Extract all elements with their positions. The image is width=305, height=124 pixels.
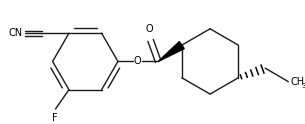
Polygon shape (158, 42, 184, 62)
Text: O: O (146, 24, 153, 34)
Text: F: F (52, 113, 57, 123)
Text: CH: CH (290, 77, 304, 87)
Text: 3: 3 (302, 83, 305, 89)
Text: CN: CN (9, 28, 23, 38)
Text: O: O (133, 56, 141, 66)
